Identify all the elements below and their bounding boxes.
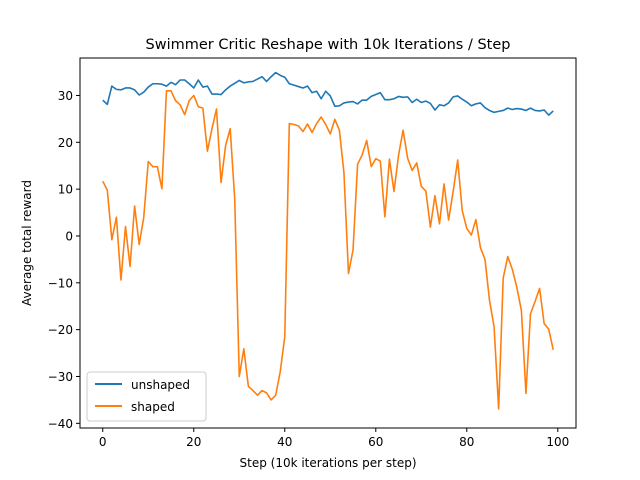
plot-area-frame (79, 57, 577, 429)
y-tick-label: −20 (48, 323, 73, 337)
y-tick-label: 0 (65, 229, 73, 243)
x-axis: 0 20 40 60 80 100 (99, 428, 569, 449)
legend: unshaped shaped (86, 371, 207, 422)
x-tick-label: 60 (368, 435, 383, 449)
y-axis-label: Average total reward (20, 180, 34, 306)
y-tick-label: −40 (48, 417, 73, 431)
y-tick-label: −10 (48, 276, 73, 290)
x-axis-label: Step (10k iterations per step) (240, 456, 417, 470)
series-line-unshaped (102, 71, 554, 116)
series-line-shaped (102, 89, 555, 410)
y-tick-label: −30 (48, 370, 73, 384)
x-tick-label: 20 (186, 435, 201, 449)
x-tick-label: 100 (546, 435, 569, 449)
y-tick-label: 10 (58, 183, 73, 197)
legend-label-shaped: shaped (131, 400, 175, 414)
x-tick-label: 40 (277, 435, 292, 449)
y-axis: −40 −30 −20 −10 0 10 20 30 (48, 89, 80, 431)
y-tick-label: 30 (58, 89, 73, 103)
x-tick-label: 0 (99, 435, 107, 449)
y-tick-label: 20 (58, 136, 73, 150)
series-layer (102, 71, 555, 410)
legend-label-unshaped: unshaped (131, 378, 190, 392)
chart-title: Swimmer Critic Reshape with 10k Iteratio… (146, 37, 511, 53)
x-tick-label: 80 (459, 435, 474, 449)
